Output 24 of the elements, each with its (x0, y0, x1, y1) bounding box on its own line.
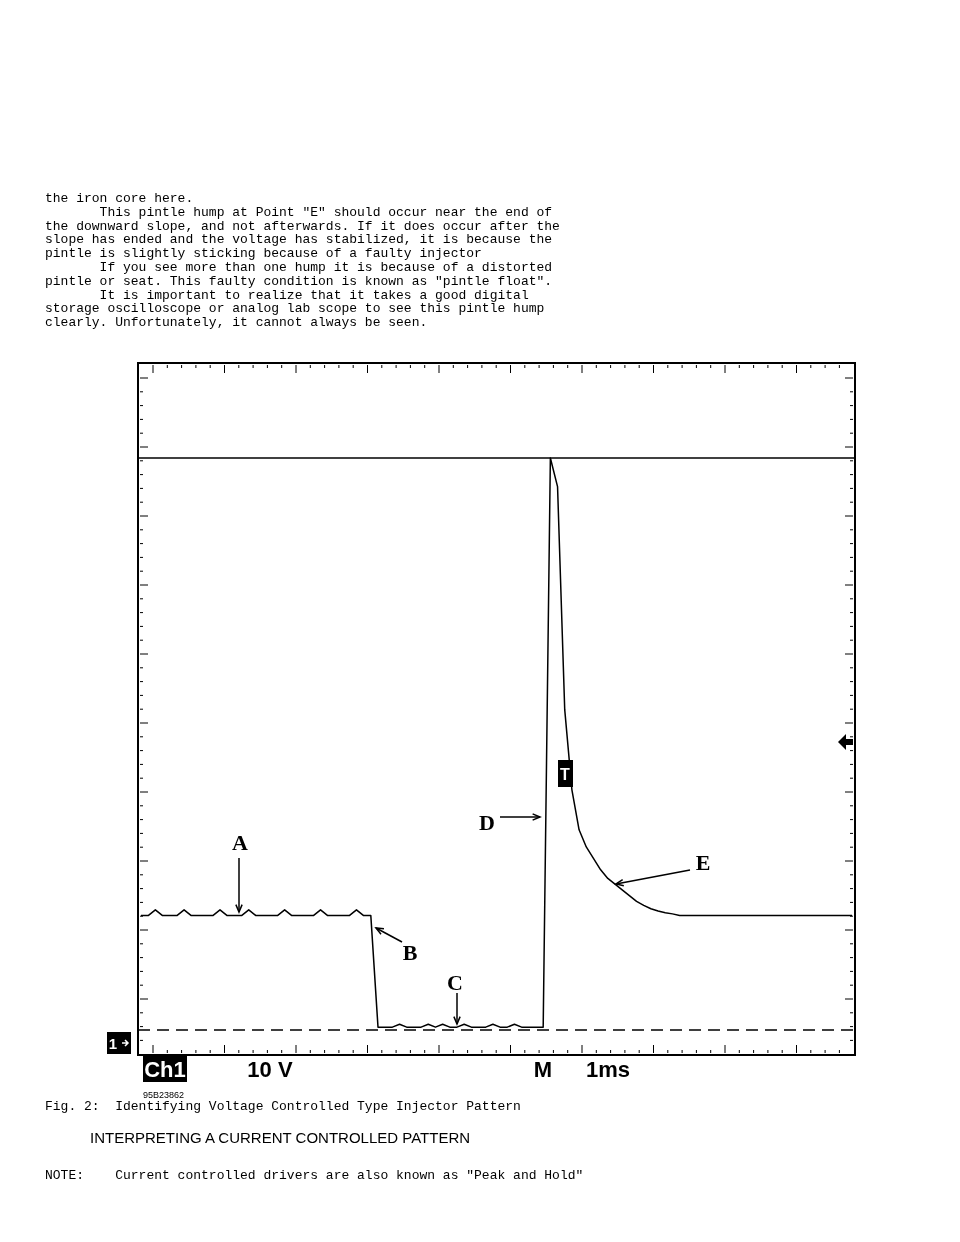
annotation: A (232, 830, 249, 855)
text: pintle or seat. This faulty condition is known as "pintle float". (45, 273, 553, 289)
text: NOTE: Current controlled drivers are also known as "Peak and Hold" (45, 1168, 584, 1183)
annotation: B (402, 940, 418, 965)
text: INTERPRETING A CURRENT CONTROLLED PATTERN (90, 1129, 471, 1146)
text: pintle is slightly sticking because of a faulty injector (45, 246, 482, 262)
text: Fig. 2: Identifying Voltage Controlled Type Injector Pattern (45, 1099, 521, 1114)
annotation: E (695, 850, 711, 875)
text: M (533, 1057, 553, 1082)
text: slope has ended and the voltage has stabilized, it is because the (45, 232, 553, 248)
text: storage oscilloscope or analog lab scope to see this pintle hump (45, 301, 545, 317)
text: the downward slope, and not afterwards. If it does occur after the (45, 218, 560, 234)
annotation: T (560, 766, 571, 783)
text: 10 V (247, 1057, 293, 1082)
annotation: C (447, 970, 463, 995)
text: clearly. Unfortunately, it cannot always be seen. (45, 315, 428, 331)
text: If you see more than one hump it is because of a distorted (45, 260, 553, 275)
text: 1 (108, 1035, 118, 1052)
text: 1ms (585, 1057, 631, 1082)
text: This pintle hump at Point "E" should occur near the end of (45, 204, 553, 220)
text: 95B23862 (143, 1090, 185, 1100)
annotation: D (479, 810, 495, 835)
text: the iron core here. (45, 191, 194, 206)
text: It is important to realize that it takes a good digital (45, 287, 529, 303)
